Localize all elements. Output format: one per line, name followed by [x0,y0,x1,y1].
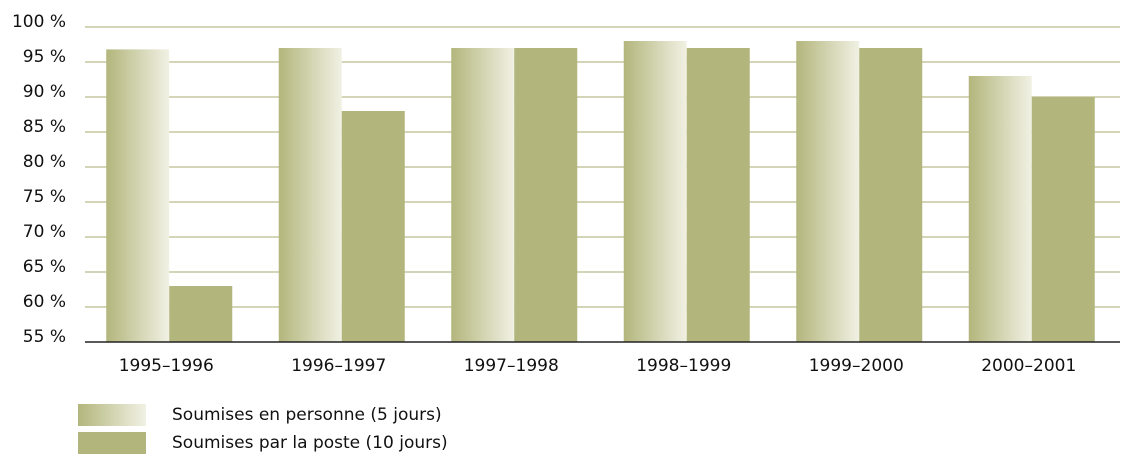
legend-swatch [78,432,146,454]
bar [341,111,405,342]
bar [796,41,860,342]
y-tick-label: 85 % [23,117,66,137]
y-tick-label: 100 % [12,12,66,32]
y-tick-label: 80 % [23,152,66,172]
bar [169,286,233,342]
x-tick-label: 1996–1997 [291,356,386,376]
bar [278,48,342,342]
x-tick-label: 1997–1998 [464,356,559,376]
x-tick-label: 1995–1996 [119,356,214,376]
bar [514,48,578,342]
x-tick-label: 1998–1999 [636,356,731,376]
bar [859,48,923,342]
y-tick-label: 95 % [23,47,66,67]
bar [686,48,750,342]
bar [451,48,515,342]
y-tick-label: 70 % [23,222,66,242]
y-tick-label: 55 % [23,327,66,347]
y-tick-label: 60 % [23,292,66,312]
bar [623,41,687,342]
x-tick-label: 1999–2000 [809,356,904,376]
legend-label: Soumises par la poste (10 jours) [172,433,448,453]
y-tick-label: 75 % [23,187,66,207]
x-tick-label: 2000–2001 [981,356,1076,376]
bar [968,76,1032,342]
y-tick-label: 65 % [23,257,66,277]
legend-swatch [78,404,146,426]
y-tick-label: 90 % [23,82,66,102]
legend-label: Soumises en personne (5 jours) [172,405,442,425]
bar [1031,97,1095,342]
bar [106,49,170,343]
